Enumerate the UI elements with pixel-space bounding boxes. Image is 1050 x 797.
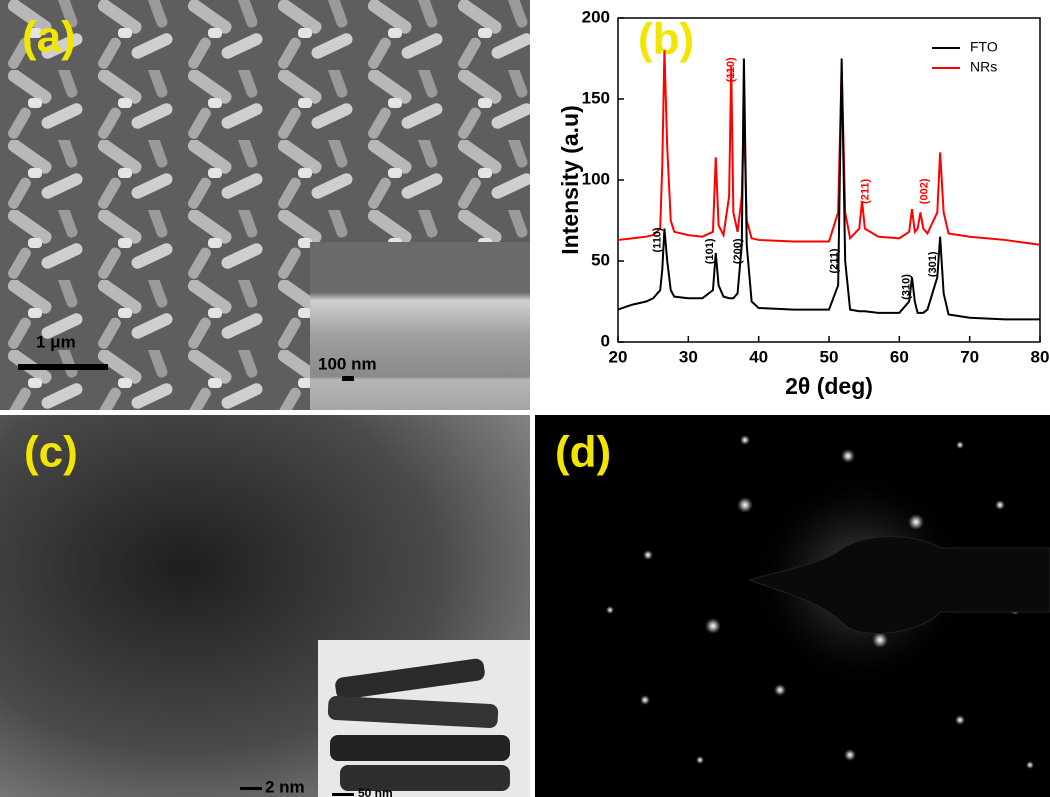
scale-bar bbox=[18, 364, 108, 370]
inset-scale-label: 50 nm bbox=[358, 786, 393, 797]
y-tick-label: 150 bbox=[582, 88, 610, 107]
x-tick-label: 50 bbox=[820, 347, 839, 366]
x-tick-label: 30 bbox=[679, 347, 698, 366]
peak-label: (211) bbox=[829, 248, 841, 273]
inset-scale-label: 100 nm bbox=[318, 354, 377, 373]
panel-b-chart: (b) 2θ (deg) Intensity (a.u) 20 30 40 50 60 7… bbox=[557, 7, 1049, 399]
panel-label: (d) bbox=[555, 428, 611, 477]
figure: (a) 1 μm 100 nm (b) 2θ (deg) Intensity (… bbox=[0, 0, 1050, 797]
panel-c: (c) 2 nm 50 nm bbox=[0, 415, 530, 797]
legend-label: NRs bbox=[970, 59, 997, 75]
inset-scale-bar bbox=[332, 793, 354, 796]
x-tick-label: 80 bbox=[1031, 347, 1050, 366]
panel-label: (a) bbox=[22, 13, 76, 62]
inset-scale-bar bbox=[342, 376, 354, 381]
y-axis-label: Intensity (a.u) bbox=[557, 105, 583, 255]
peak-label: (301) bbox=[927, 251, 939, 277]
peak-label: (110) bbox=[651, 227, 663, 252]
peak-label: (002) bbox=[919, 178, 931, 204]
x-tick-label: 60 bbox=[890, 347, 909, 366]
peak-label: (101) bbox=[704, 238, 716, 264]
rod bbox=[330, 735, 510, 761]
x-tick-label: 70 bbox=[960, 347, 979, 366]
panel-d: (d) bbox=[535, 415, 1050, 797]
x-tick-label: 20 bbox=[609, 347, 628, 366]
y-tick-label: 0 bbox=[601, 331, 610, 350]
x-tick-label: 40 bbox=[749, 347, 768, 366]
peak-label: (211) bbox=[859, 178, 871, 203]
panel-label: (c) bbox=[24, 428, 78, 477]
x-axis-label: 2θ (deg) bbox=[785, 373, 873, 399]
scale-bar bbox=[240, 787, 262, 790]
peak-label: (310) bbox=[900, 274, 912, 300]
y-tick-label: 100 bbox=[582, 169, 610, 188]
legend-label: FTO bbox=[970, 39, 998, 55]
peak-label: (110) bbox=[725, 57, 737, 82]
y-tick-label: 200 bbox=[582, 7, 610, 26]
panel-a: (a) 1 μm 100 nm bbox=[0, 0, 530, 410]
peak-label: (200) bbox=[732, 238, 744, 264]
panel-label: (b) bbox=[638, 15, 694, 64]
sem-inset bbox=[310, 242, 530, 410]
scale-bar-label: 1 μm bbox=[36, 332, 76, 351]
scale-bar-label: 2 nm bbox=[265, 777, 305, 796]
y-tick-label: 50 bbox=[591, 250, 610, 269]
